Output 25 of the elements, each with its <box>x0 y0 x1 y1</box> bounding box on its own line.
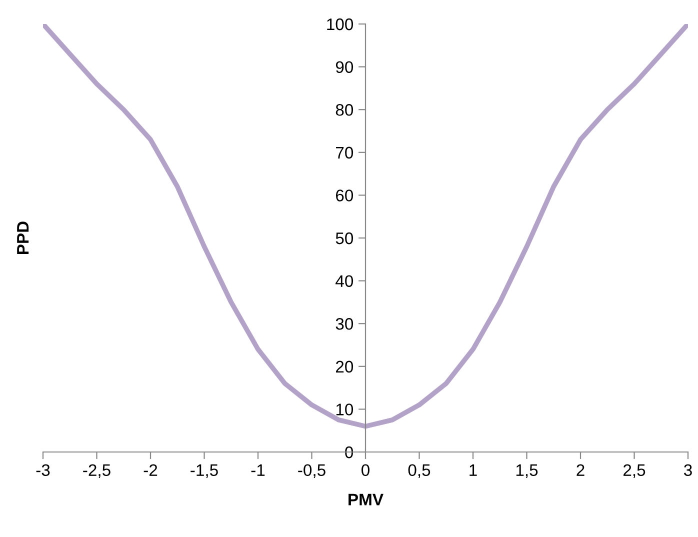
x-tick-label: -0,5 <box>298 464 326 478</box>
x-tick-label: 1 <box>470 464 477 476</box>
y-axis-title: PPD <box>17 222 29 254</box>
x-tick-label: 2 <box>576 464 584 476</box>
x-tick-label: 0,5 <box>408 464 430 478</box>
x-tick-label: 3 <box>684 464 692 476</box>
y-tick-label: 90 <box>336 61 354 74</box>
x-axis-title: PMV <box>348 494 384 506</box>
x-tick-label: -1,5 <box>190 464 218 478</box>
x-tick-label: -2 <box>144 464 158 476</box>
x-tick-label: 1,5 <box>516 464 538 478</box>
y-tick-label: 100 <box>327 18 354 30</box>
y-tick-label: 30 <box>336 318 354 330</box>
y-tick-label: 60 <box>336 190 354 202</box>
x-tick-label: -1 <box>251 464 265 476</box>
y-tick-label: 80 <box>336 104 354 116</box>
x-tick-label: -2,5 <box>83 464 110 478</box>
y-tick-label: 20 <box>336 360 354 373</box>
y-tick-label: 40 <box>336 275 354 288</box>
x-tick-label: 0 <box>362 464 370 476</box>
x-tick-label: 2,5 <box>624 464 646 478</box>
x-tick-label: -3 <box>36 464 50 476</box>
y-tick-label: 70 <box>336 146 354 159</box>
y-tick-label: 10 <box>336 404 354 416</box>
y-tick-label: 50 <box>336 232 354 244</box>
